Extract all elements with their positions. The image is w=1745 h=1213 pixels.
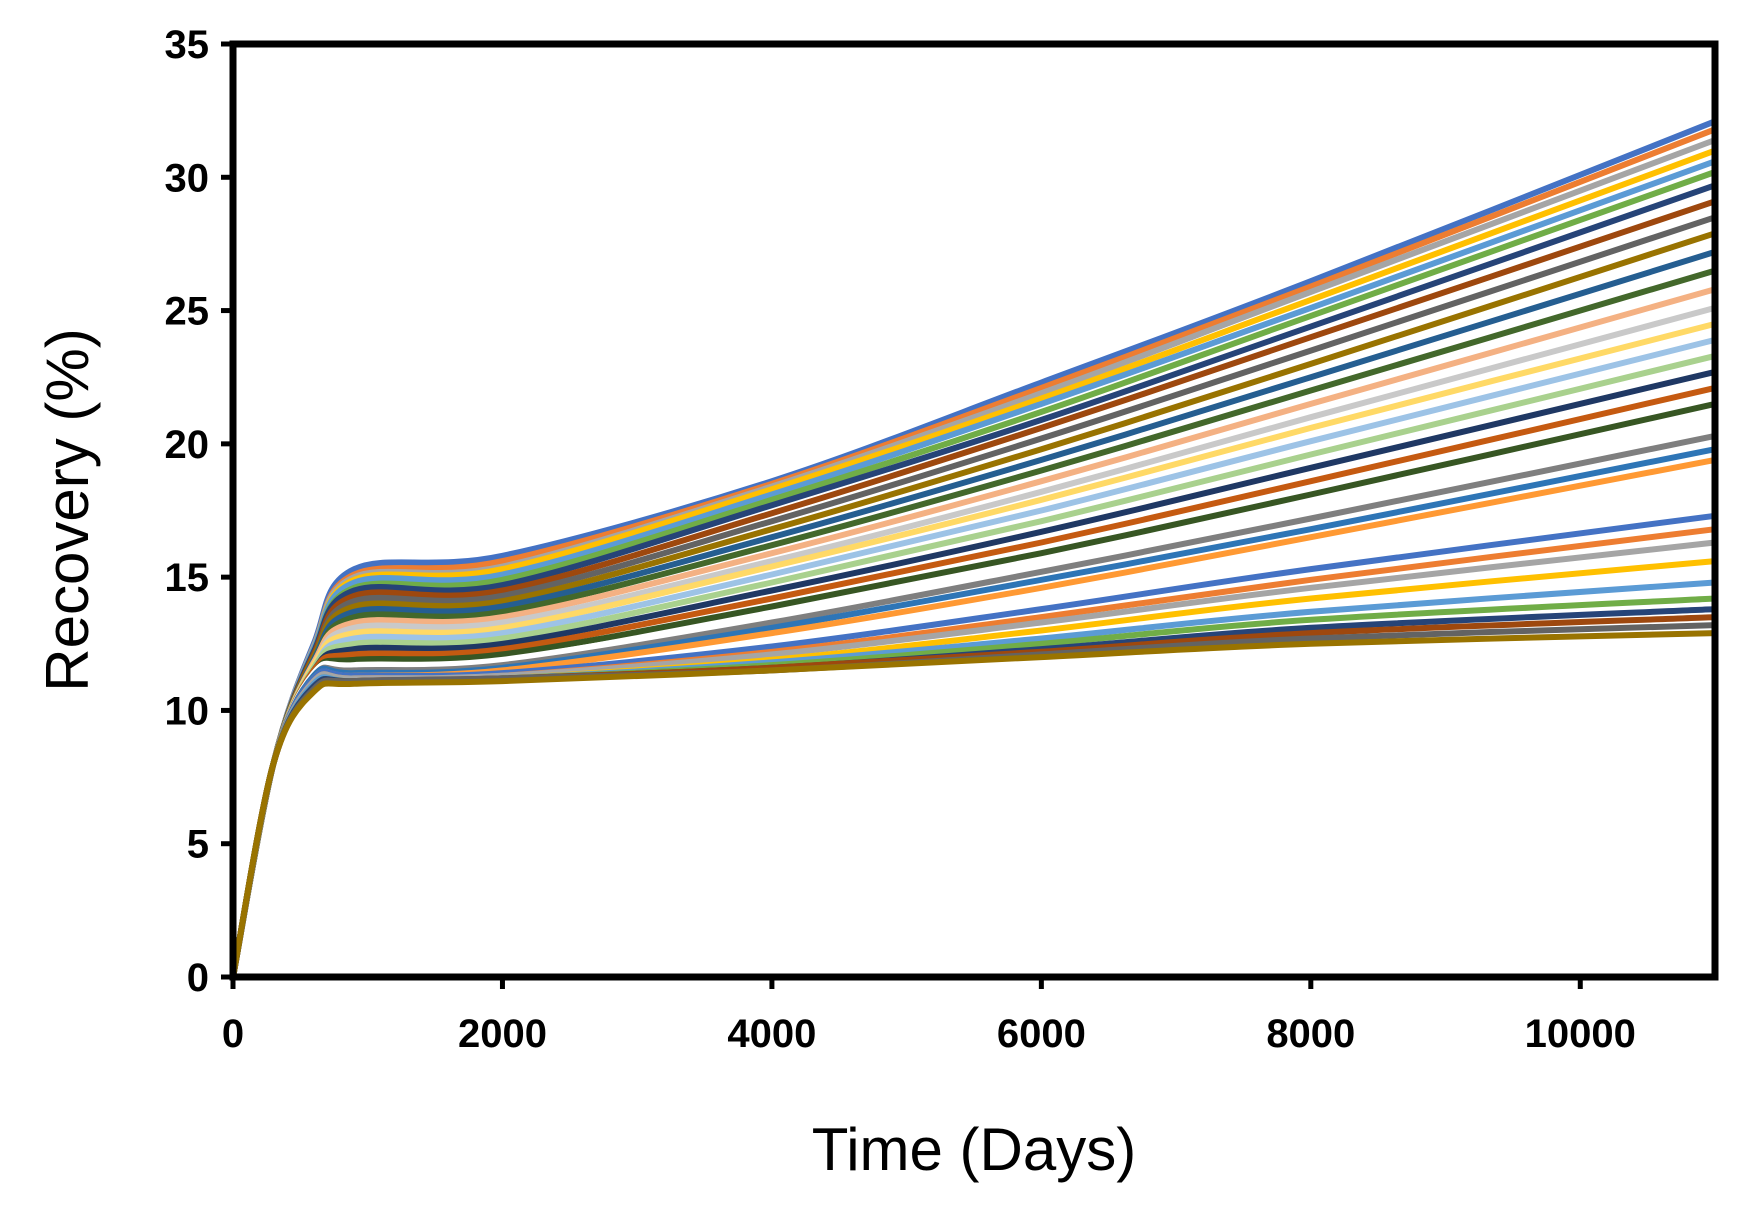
y-axis-ticks: 0 5 10 15 20 25 30 35 <box>165 23 233 1000</box>
x-tick-label: 4000 <box>727 1012 816 1056</box>
series-line <box>230 630 1718 980</box>
y-tick-label: 15 <box>165 556 210 600</box>
series-layer <box>230 118 1718 980</box>
x-axis-title: Time (Days) <box>812 1116 1136 1183</box>
y-tick-label: 0 <box>187 956 209 1000</box>
y-tick-label: 20 <box>165 423 210 467</box>
y-tick-label: 25 <box>165 290 210 334</box>
x-tick-label: 10000 <box>1525 1012 1636 1056</box>
y-tick-label: 5 <box>187 823 209 867</box>
x-tick-label: 2000 <box>458 1012 547 1056</box>
x-axis-ticks: 0 2000 4000 6000 8000 10000 <box>222 977 1636 1056</box>
x-tick-label: 8000 <box>1266 1012 1355 1056</box>
y-tick-label: 35 <box>165 23 210 67</box>
x-tick-label: 6000 <box>997 1012 1086 1056</box>
y-tick-label: 10 <box>165 689 210 733</box>
y-axis-title: Recovery (%) <box>34 328 101 691</box>
plot-frame <box>229 40 1719 981</box>
y-tick-label: 30 <box>165 156 210 200</box>
x-tick-label: 0 <box>222 1012 244 1056</box>
